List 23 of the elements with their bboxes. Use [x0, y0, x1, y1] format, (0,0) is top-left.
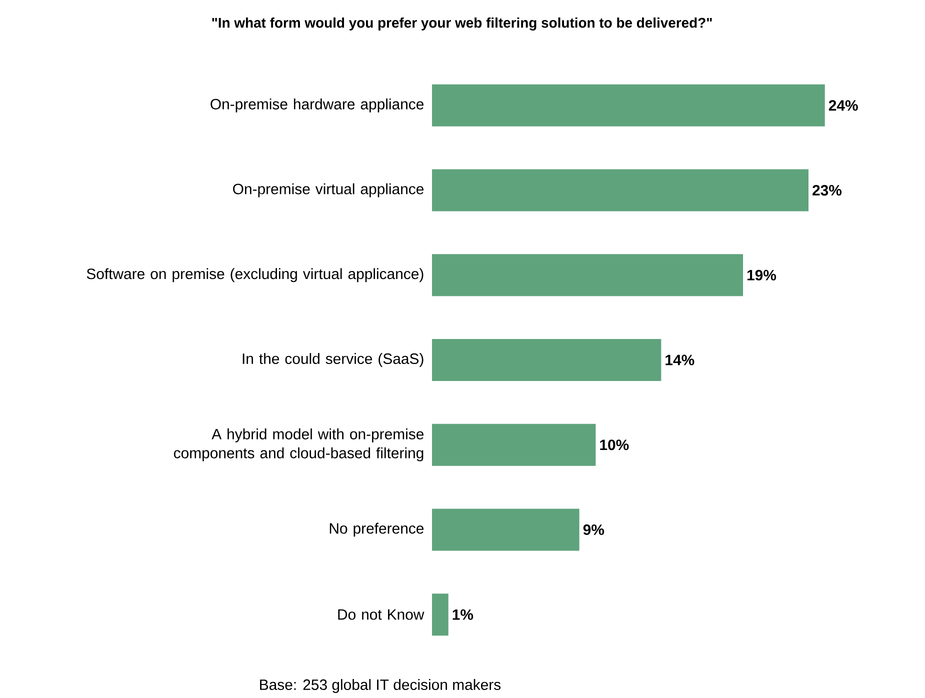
bar: [432, 424, 596, 466]
y-tick-label: Do not Know: [338, 609, 424, 620]
chart-title: "In what form would you prefer your web filtering solution to be delivered?": [212, 17, 712, 31]
y-tick-label: Software on premise (excluding virtual applicance): [86, 268, 424, 282]
bar: [432, 508, 580, 551]
bar: [432, 254, 744, 296]
bar: [432, 169, 808, 212]
text: Base: 253 global IT decision makers: [260, 679, 501, 693]
data-label: 1%: [452, 609, 474, 620]
y-tick-label: A hybrid model with on-premise components and cloud-based filtering: [174, 428, 424, 462]
data-label: 24%: [828, 100, 858, 111]
data-label: 19%: [747, 270, 776, 280]
data-label: 9%: [583, 524, 604, 536]
data-label: 10%: [600, 440, 629, 450]
data-label: 14%: [666, 354, 694, 366]
y-tick-label: On-premise hardware appliance: [210, 98, 424, 112]
y-tick-label: No preference: [330, 522, 424, 537]
y-tick-label: In the could service (SaaS): [242, 353, 424, 367]
bar: [432, 339, 662, 382]
data-label: 23%: [812, 184, 842, 196]
bar: [432, 84, 825, 126]
y-tick-label: On-premise virtual appliance: [233, 183, 424, 198]
bar: [432, 594, 448, 636]
